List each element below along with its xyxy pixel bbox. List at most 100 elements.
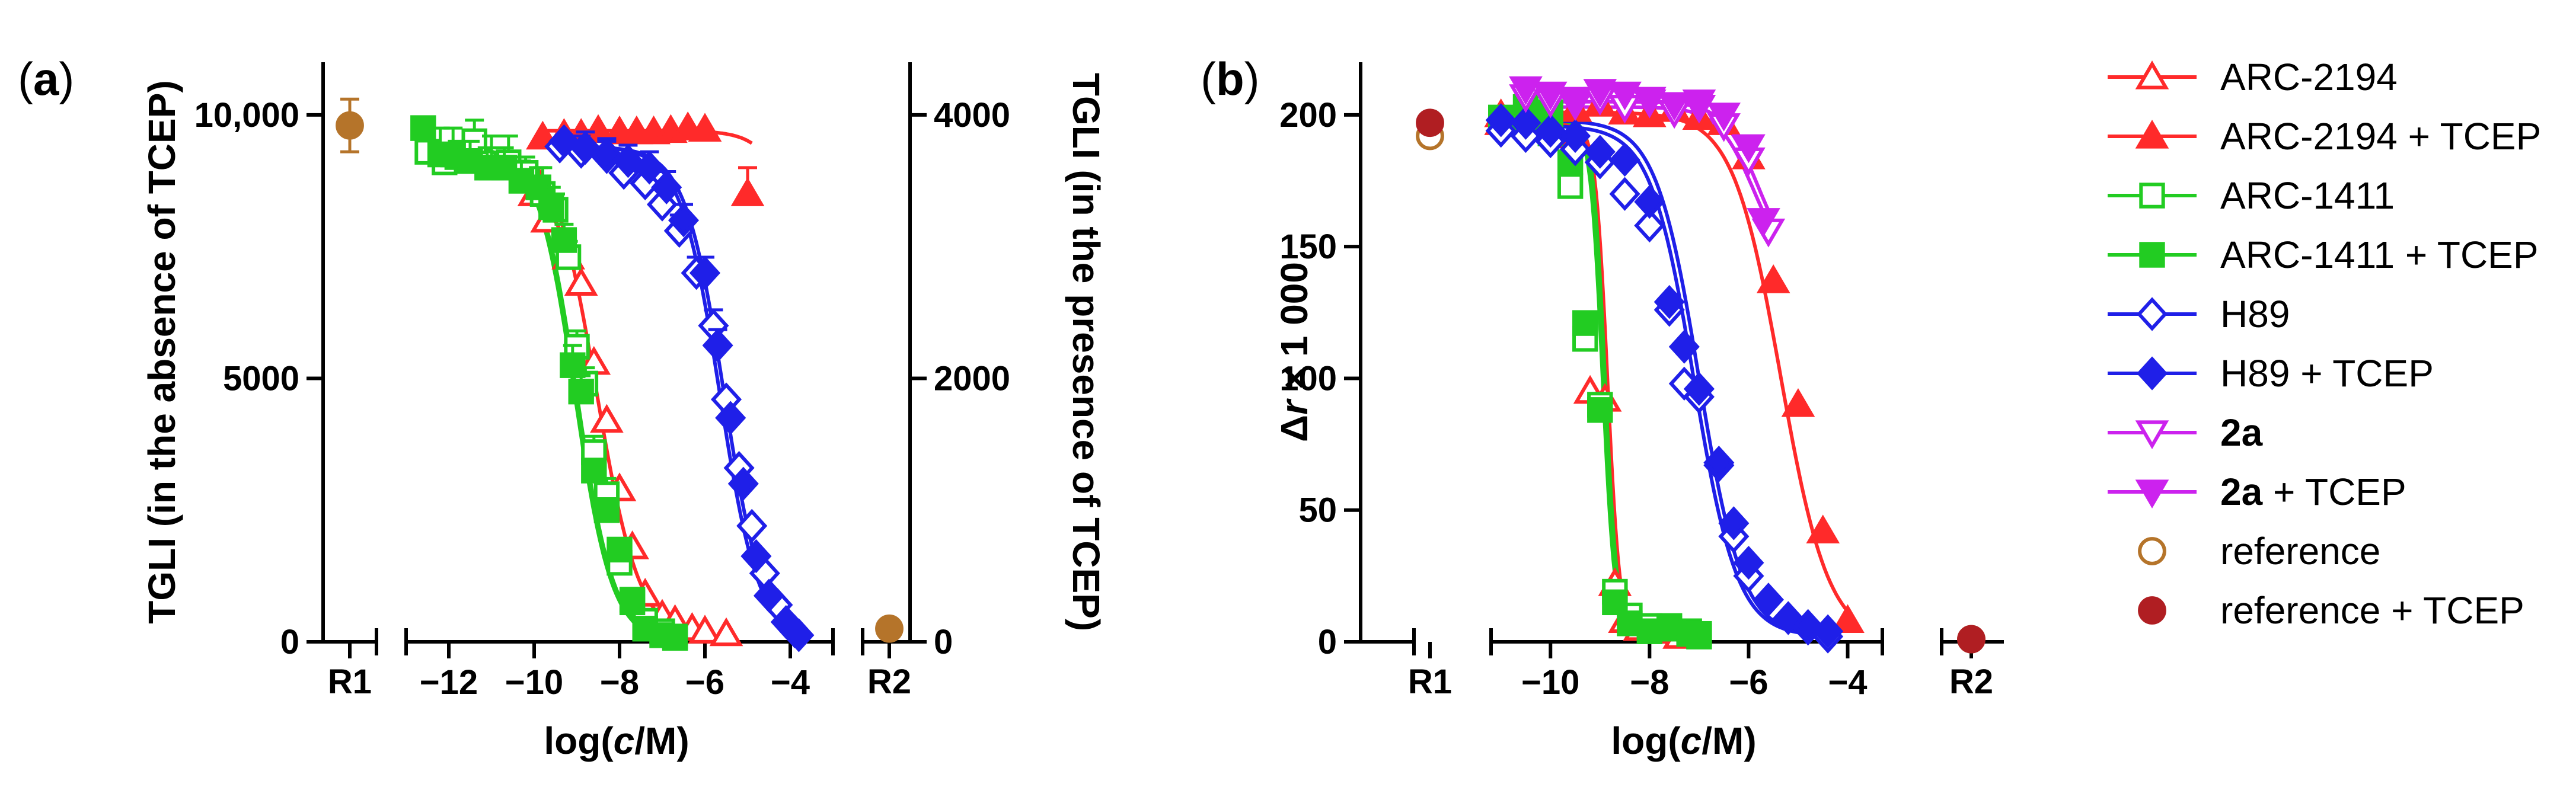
panel-b-y-tick-label: 100 <box>1279 359 1337 398</box>
panel-a-h89-tcep-point <box>727 466 759 501</box>
legend-item-h89: H89 <box>2108 293 2290 335</box>
panel-b: (b) −10 −8 −6 −4 0 50 100 150 200 R1 R2 log(c/M)… <box>1201 53 2004 762</box>
panel-a-h89-tcep-point <box>715 401 746 435</box>
legend-label-text-arc-2194-tcep: ARC-2194 + TCEP <box>2220 115 2541 158</box>
legend-label-text-h89-tcep: H89 + TCEP <box>2220 352 2434 395</box>
panel-b-2a-tcep-point <box>1633 87 1667 116</box>
panel-b-2a-tcep-point <box>1608 81 1642 111</box>
panel-b-r1-label: R1 <box>1408 663 1452 701</box>
legend-item-arc-2194-tcep: ARC-2194 + TCEP <box>2108 115 2541 158</box>
legend-marker-reference-tcep <box>2138 596 2166 625</box>
legend-marker-reference <box>2138 537 2166 565</box>
panel-a-arc-1411-tcep-point <box>619 589 646 616</box>
panel-b-2a-tcep-point <box>1747 208 1780 237</box>
panel-b-h89-tcep-point <box>1510 105 1541 140</box>
panel-b-label: (b) <box>1201 53 1260 105</box>
panel-b-h89-tcep-point <box>1668 329 1700 364</box>
panel-b-arc-2194-tcep-point <box>1756 264 1790 293</box>
panel-a-x-title-pre: log( <box>544 719 614 762</box>
panel-a-arc-1411-tcep-point <box>607 536 633 563</box>
panel-a-y-axis-title: TGLI (in the absence of TCEP) <box>141 80 183 623</box>
panel-b-2a-tcep-point <box>1682 89 1716 119</box>
panel-a-series <box>336 97 904 652</box>
panel-b-series <box>1416 76 1986 654</box>
legend-label-bold-2a-tcep: 2a <box>2220 471 2263 513</box>
panel-a-reference-r2-point <box>875 614 904 643</box>
panel-b-arc-2194-tcep-fit-line <box>1501 110 1849 613</box>
panel-b-ticks: −10 −8 −6 −4 0 50 100 150 200 <box>1279 96 1973 702</box>
panel-b-h89-tcep-point <box>1485 103 1517 137</box>
panel-a-h89-tcep-point <box>783 618 815 652</box>
legend-label-h89: H89 <box>2220 293 2290 335</box>
legend-label-reference-tcep: reference + TCEP <box>2220 589 2524 632</box>
legend-item-reference-tcep: reference + TCEP <box>2138 589 2524 632</box>
panel-b-h89-tcep-point <box>1584 135 1616 169</box>
panel-a-x-tick-label: −4 <box>771 663 810 702</box>
panel-b-h89-tcep-point <box>1535 113 1566 148</box>
panel-b-arc-2194-tcep-point <box>1806 514 1840 543</box>
panel-b-h89-tcep-point <box>1733 545 1764 580</box>
panel-a-ticks: −12 −10 −8 −6 −4 0 5000 10,000 0 2000 4000 <box>194 96 1010 702</box>
panel-a-x-title-var: c <box>614 719 635 762</box>
panel-b-2a-tcep-point <box>1533 81 1568 111</box>
legend-label-text-arc-2194: ARC-2194 <box>2220 56 2398 98</box>
panel-b-x-title-var: c <box>1681 719 1702 762</box>
panel-a-reference-r1-point <box>336 111 364 140</box>
panel-a-arc-2194-point <box>688 615 722 644</box>
panel-a-h89-tcep-point <box>651 170 682 204</box>
legend-label-arc-2194: ARC-2194 <box>2220 56 2398 98</box>
panel-a-y-tick-label: 5000 <box>223 359 299 398</box>
legend-label-arc-2194-tcep: ARC-2194 + TCEP <box>2220 115 2541 158</box>
panel-b-arc-1411-fit-line <box>1501 118 1699 639</box>
panel-b-h89-tcep-fit-line <box>1501 118 1828 637</box>
panel-b-2a-tcep-point <box>1583 79 1617 108</box>
legend-item-h89-tcep: H89 + TCEP <box>2108 352 2434 395</box>
panel-b-h89-tcep-point <box>1753 583 1784 617</box>
legend-marker-arc-2194 <box>2135 60 2169 89</box>
panel-a-h89-tcep-points <box>548 124 815 652</box>
panel-b-2a-tcep-point <box>1732 134 1766 164</box>
panel-a-h89-tcep-point <box>753 578 785 613</box>
panel-b-h89-point <box>1634 208 1665 243</box>
panel-b-x-tick-label: −6 <box>1729 663 1768 702</box>
panel-a-arc-1411-tcep-point <box>593 497 620 523</box>
legend-marker-2a <box>2135 420 2169 449</box>
panel-b-x-tick-label: −4 <box>1828 663 1867 702</box>
panel-b-2a-tcep-point <box>1657 92 1691 121</box>
panel-a-arc-2194-point <box>709 617 743 647</box>
legend-label-reference: reference <box>2220 530 2380 572</box>
panel-a-r1-label: R1 <box>328 663 372 701</box>
panel-b-r2-label: R2 <box>1949 663 1993 701</box>
legend-label-text-2a-tcep: + TCEP <box>2262 471 2406 513</box>
panel-a-y-tick-label: 0 <box>280 623 299 661</box>
panel-b-y-axis-title: Δr × 1 000 <box>1273 262 1316 442</box>
panel-a-y2-tick-label: 4000 <box>934 96 1010 135</box>
panel-b-h89-tcep-point <box>1634 184 1665 219</box>
panel-b-arc-1411-tcep-point <box>1602 589 1628 616</box>
panel-b-h89-tcep-point <box>1812 614 1844 648</box>
legend-item-arc-1411-tcep: ARC-1411 + TCEP <box>2108 233 2539 276</box>
panel-b-arc-1411-tcep-point <box>1686 623 1712 650</box>
panel-b-h89-tcep-point <box>1718 506 1750 540</box>
panel-a-label: (a) <box>18 53 74 105</box>
legend: ARC-2194 ARC-2194 + TCEP ARC-1411 ARC-1411 … <box>2108 56 2541 632</box>
legend-marker-arc-2194-tcep <box>2135 120 2169 149</box>
legend-item-2a: 2a <box>2108 411 2263 454</box>
panel-b-h89-tcep-point <box>1609 142 1640 177</box>
panel-a-arc-2194-tcep-point <box>730 177 765 206</box>
panel-a-h89-tcep-point <box>689 255 721 290</box>
panel-b-h89-tcep-point <box>1654 284 1685 319</box>
legend-label-arc-1411-tcep: ARC-1411 + TCEP <box>2220 233 2539 276</box>
panel-a-h89-tcep-point <box>702 328 733 363</box>
panel-a-y2-tick-label: 0 <box>934 623 953 661</box>
legend-label-text-reference-tcep: reference + TCEP <box>2220 589 2524 632</box>
panel-b-h89-tcep-point <box>1703 446 1735 480</box>
panel-b-h89-tcep-points <box>1485 103 1844 648</box>
legend-item-2a-tcep: 2a + TCEP <box>2108 471 2406 513</box>
panel-a-x-tick-label: −10 <box>505 663 563 702</box>
panel-b-y-title-post: × 1 000 <box>1273 262 1316 400</box>
panel-b-x-axis-title: log(c/M) <box>1611 719 1756 762</box>
panel-a-arc-2194-point <box>590 404 624 433</box>
legend-label-text-arc-1411: ARC-1411 <box>2220 174 2395 217</box>
